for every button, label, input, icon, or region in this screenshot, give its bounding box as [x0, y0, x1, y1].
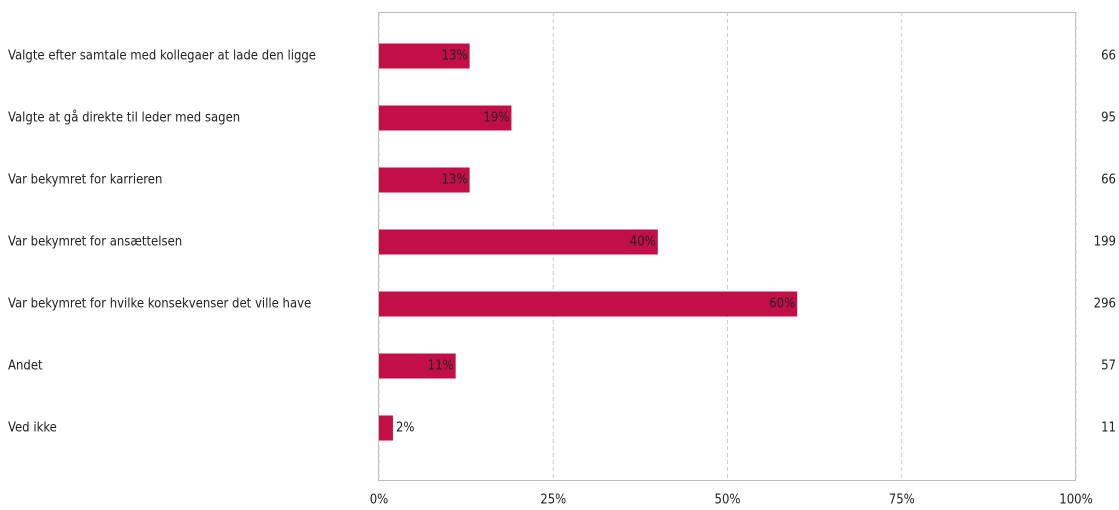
category-label: Andet	[8, 359, 43, 374]
value-label: 60%	[769, 297, 795, 312]
x-tick-label: 100%	[1059, 493, 1092, 508]
category-label: Var bekymret for karrieren	[8, 173, 162, 188]
value-label: 11%	[428, 359, 454, 374]
x-tick-label: 75%	[889, 493, 915, 508]
x-tick-label: 0%	[370, 493, 389, 508]
bar	[379, 353, 456, 379]
count-label: 296	[1094, 297, 1116, 312]
count-label: 66	[1101, 173, 1116, 188]
bar	[379, 415, 393, 441]
value-label: 13%	[442, 173, 468, 188]
bar	[379, 43, 470, 69]
category-label: Var bekymret for hvilke konsekvenser det…	[8, 297, 311, 312]
bar	[379, 229, 658, 255]
count-label: 66	[1101, 49, 1116, 64]
bar	[379, 105, 512, 131]
value-label: 40%	[630, 235, 656, 250]
count-label: 57	[1101, 359, 1116, 374]
category-label: Valgte at gå direkte til leder med sagen	[8, 111, 240, 126]
category-label: Var bekymret for ansættelsen	[8, 235, 182, 250]
value-label: 19%	[483, 111, 509, 126]
count-label: 199	[1094, 235, 1116, 250]
count-label: 11	[1101, 421, 1116, 436]
count-label: 95	[1101, 111, 1116, 126]
category-label: Valgte efter samtale med kollegaer at la…	[8, 49, 316, 64]
value-label: 2%	[396, 421, 415, 436]
bar	[379, 167, 470, 193]
category-label: Ved ikke	[8, 421, 57, 436]
x-tick-label: 25%	[540, 493, 566, 508]
bar	[379, 291, 798, 317]
x-tick-label: 50%	[715, 493, 741, 508]
value-label: 13%	[442, 49, 468, 64]
